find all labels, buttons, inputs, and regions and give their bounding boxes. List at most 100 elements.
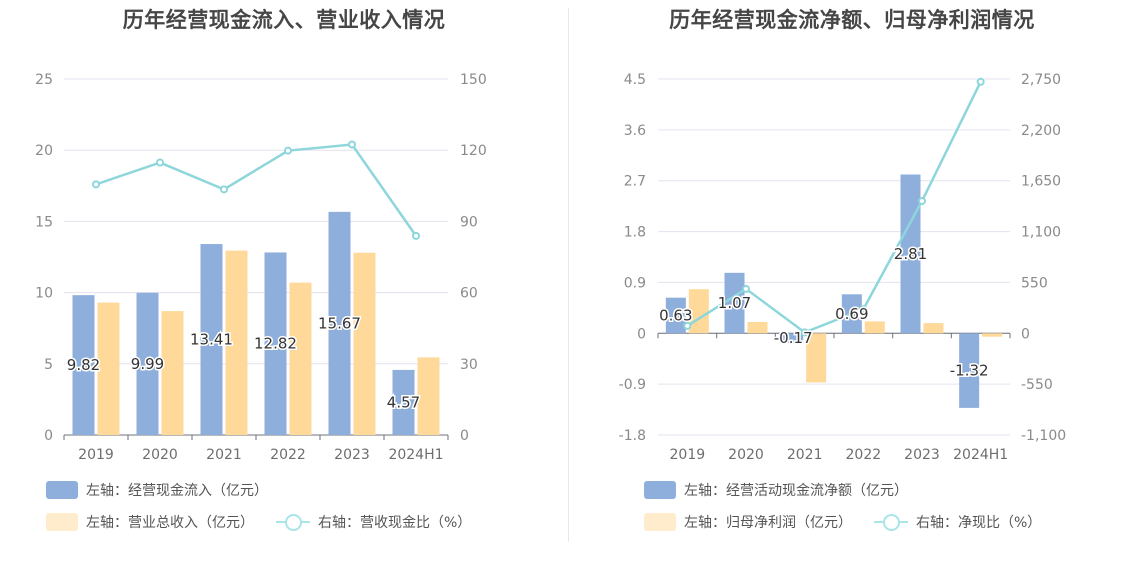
x-tick-label: 2024H1 <box>388 447 443 463</box>
bar-series-b <box>982 333 1003 337</box>
y-right-tick-label: -550 <box>1021 377 1053 393</box>
chart-panel-right: 历年经营现金流净额、归母净利润情况 -1.8 -1,100 -0.9 -550 0 0 0.… <box>570 0 1134 582</box>
legend-label: 左轴：经营现金流入（亿元） <box>86 483 268 499</box>
y-right-tick-label: 90 <box>460 214 478 230</box>
line-point <box>859 305 868 314</box>
line-point <box>742 284 750 293</box>
x-tick-label: 2024H1 <box>953 447 1008 463</box>
bar-series-b <box>353 252 376 435</box>
line-point <box>348 140 356 149</box>
legend-row-1: 左轴：经营现金流入（亿元） <box>46 480 268 500</box>
chart-title: 历年经营现金流入、营业收入情况 <box>122 8 446 32</box>
x-tick-label: 2021 <box>787 447 823 463</box>
y-left-tick-label: 15 <box>35 214 53 230</box>
legend-label: 右轴：净现比（%） <box>916 515 1042 531</box>
x-tick-label: 2023 <box>334 447 370 463</box>
line-point <box>683 321 692 330</box>
bar-series-a <box>264 252 287 435</box>
y-right-tick-label: 0 <box>460 428 469 444</box>
data-label: 9.82 <box>67 356 100 374</box>
x-tick-label: 2020 <box>142 447 178 463</box>
y-right-tick-label: 1,650 <box>1021 174 1061 190</box>
bar-series-a <box>72 295 95 435</box>
legend-row-1: 左轴：经营活动现金流净额（亿元） <box>644 480 908 500</box>
data-label: 0.69 <box>835 305 868 323</box>
line-point <box>918 197 926 206</box>
x-tick-label: 2022 <box>846 447 882 463</box>
y-right-tick-label: 1,100 <box>1021 225 1061 241</box>
chart-svg: -1.8 -1,100 -0.9 -550 0 0 0.9 550 1.8 1,100 2.7 1,6… <box>619 72 1066 463</box>
x-tick-label: 2022 <box>270 447 306 463</box>
legend-row-2: 左轴：归母净利润（亿元） 右轴：净现比（%） <box>644 512 1041 532</box>
legend-label: 左轴：归母净利润（亿元） <box>684 515 852 531</box>
bar-series-a <box>328 211 351 435</box>
legend-swatch-line <box>874 513 908 531</box>
line-point <box>220 185 228 194</box>
line-point <box>800 328 809 337</box>
y-left-tick-label: 3.6 <box>624 123 646 139</box>
line-point <box>976 77 985 86</box>
legend-swatch-bar-a <box>644 481 676 499</box>
x-tick-label: 2021 <box>206 447 242 463</box>
x-tick-label: 2020 <box>728 447 764 463</box>
legend-label: 左轴：营业总收入（亿元） <box>86 515 254 531</box>
y-left-tick-label: 0.9 <box>624 275 646 291</box>
bar-series-a <box>200 244 223 435</box>
data-label: -0.17 <box>774 329 813 347</box>
line-point <box>92 180 100 189</box>
bar-series-a <box>665 297 686 334</box>
y-right-tick-label: -1,100 <box>1021 428 1066 444</box>
legend-swatch-bar-a <box>46 481 78 499</box>
chart-panel-left: 历年经营现金流入、营业收入情况 0 0 5 30 10 60 15 90 20 120 25 150 2… <box>35 8 487 532</box>
y-right-tick-label: 30 <box>460 357 478 373</box>
bar-series-a <box>136 292 159 435</box>
data-label: 0.63 <box>659 306 692 324</box>
y-right-tick-label: 550 <box>1021 275 1048 291</box>
y-left-tick-label: 2.7 <box>624 174 646 190</box>
data-label: 12.82 <box>254 335 297 353</box>
y-right-tick-label: 150 <box>460 72 487 88</box>
y-right-tick-label: 60 <box>460 286 478 302</box>
data-label: 2.81 <box>894 245 927 263</box>
line-series <box>686 81 982 334</box>
y-left-tick-label: 5 <box>44 357 53 373</box>
data-label: -1.32 <box>950 362 989 380</box>
bar-series-b <box>225 250 248 435</box>
bar-series-b <box>747 321 768 334</box>
data-label: 13.41 <box>190 331 233 349</box>
data-label: 9.99 <box>131 355 164 373</box>
data-label: 1.07 <box>718 294 751 312</box>
bar-series-b <box>97 302 120 435</box>
legend-swatch-line <box>276 513 310 531</box>
bar-series-a <box>783 333 804 343</box>
y-left-tick-label: 10 <box>35 286 53 302</box>
y-left-tick-label: 20 <box>35 143 53 159</box>
line-series <box>95 143 418 237</box>
legend-swatch-bar-b <box>644 513 676 531</box>
panel-divider <box>568 8 569 542</box>
x-tick-label: 2019 <box>670 447 706 463</box>
y-left-tick-label: -0.9 <box>619 377 646 393</box>
bar-series-b <box>417 357 440 435</box>
y-right-tick-label: 2,750 <box>1021 72 1061 88</box>
legend-label: 左轴：经营活动现金流净额（亿元） <box>684 483 908 499</box>
legend-row-2: 左轴：营业总收入（亿元） 右轴：营收现金比（%） <box>46 512 471 532</box>
data-label: 4.57 <box>387 393 420 411</box>
x-tick-label: 2019 <box>78 447 114 463</box>
data-label: 15.67 <box>318 314 361 332</box>
x-tick-label: 2023 <box>904 447 940 463</box>
bar-series-b <box>923 323 944 334</box>
bar-series-a <box>724 272 745 334</box>
y-left-tick-label: 0 <box>637 326 646 342</box>
line-point <box>412 231 420 240</box>
bar-series-b <box>161 311 184 435</box>
legend-swatch-bar-b <box>46 513 78 531</box>
bar-series-b <box>864 321 885 334</box>
y-right-tick-label: 2,200 <box>1021 123 1061 139</box>
y-left-tick-label: 4.5 <box>624 72 646 88</box>
legend-label: 右轴：营收现金比（%） <box>318 515 472 531</box>
bar-series-a <box>959 333 980 408</box>
line-point <box>156 158 164 167</box>
y-right-tick-label: 120 <box>460 143 487 159</box>
bar-series-a <box>392 369 415 435</box>
